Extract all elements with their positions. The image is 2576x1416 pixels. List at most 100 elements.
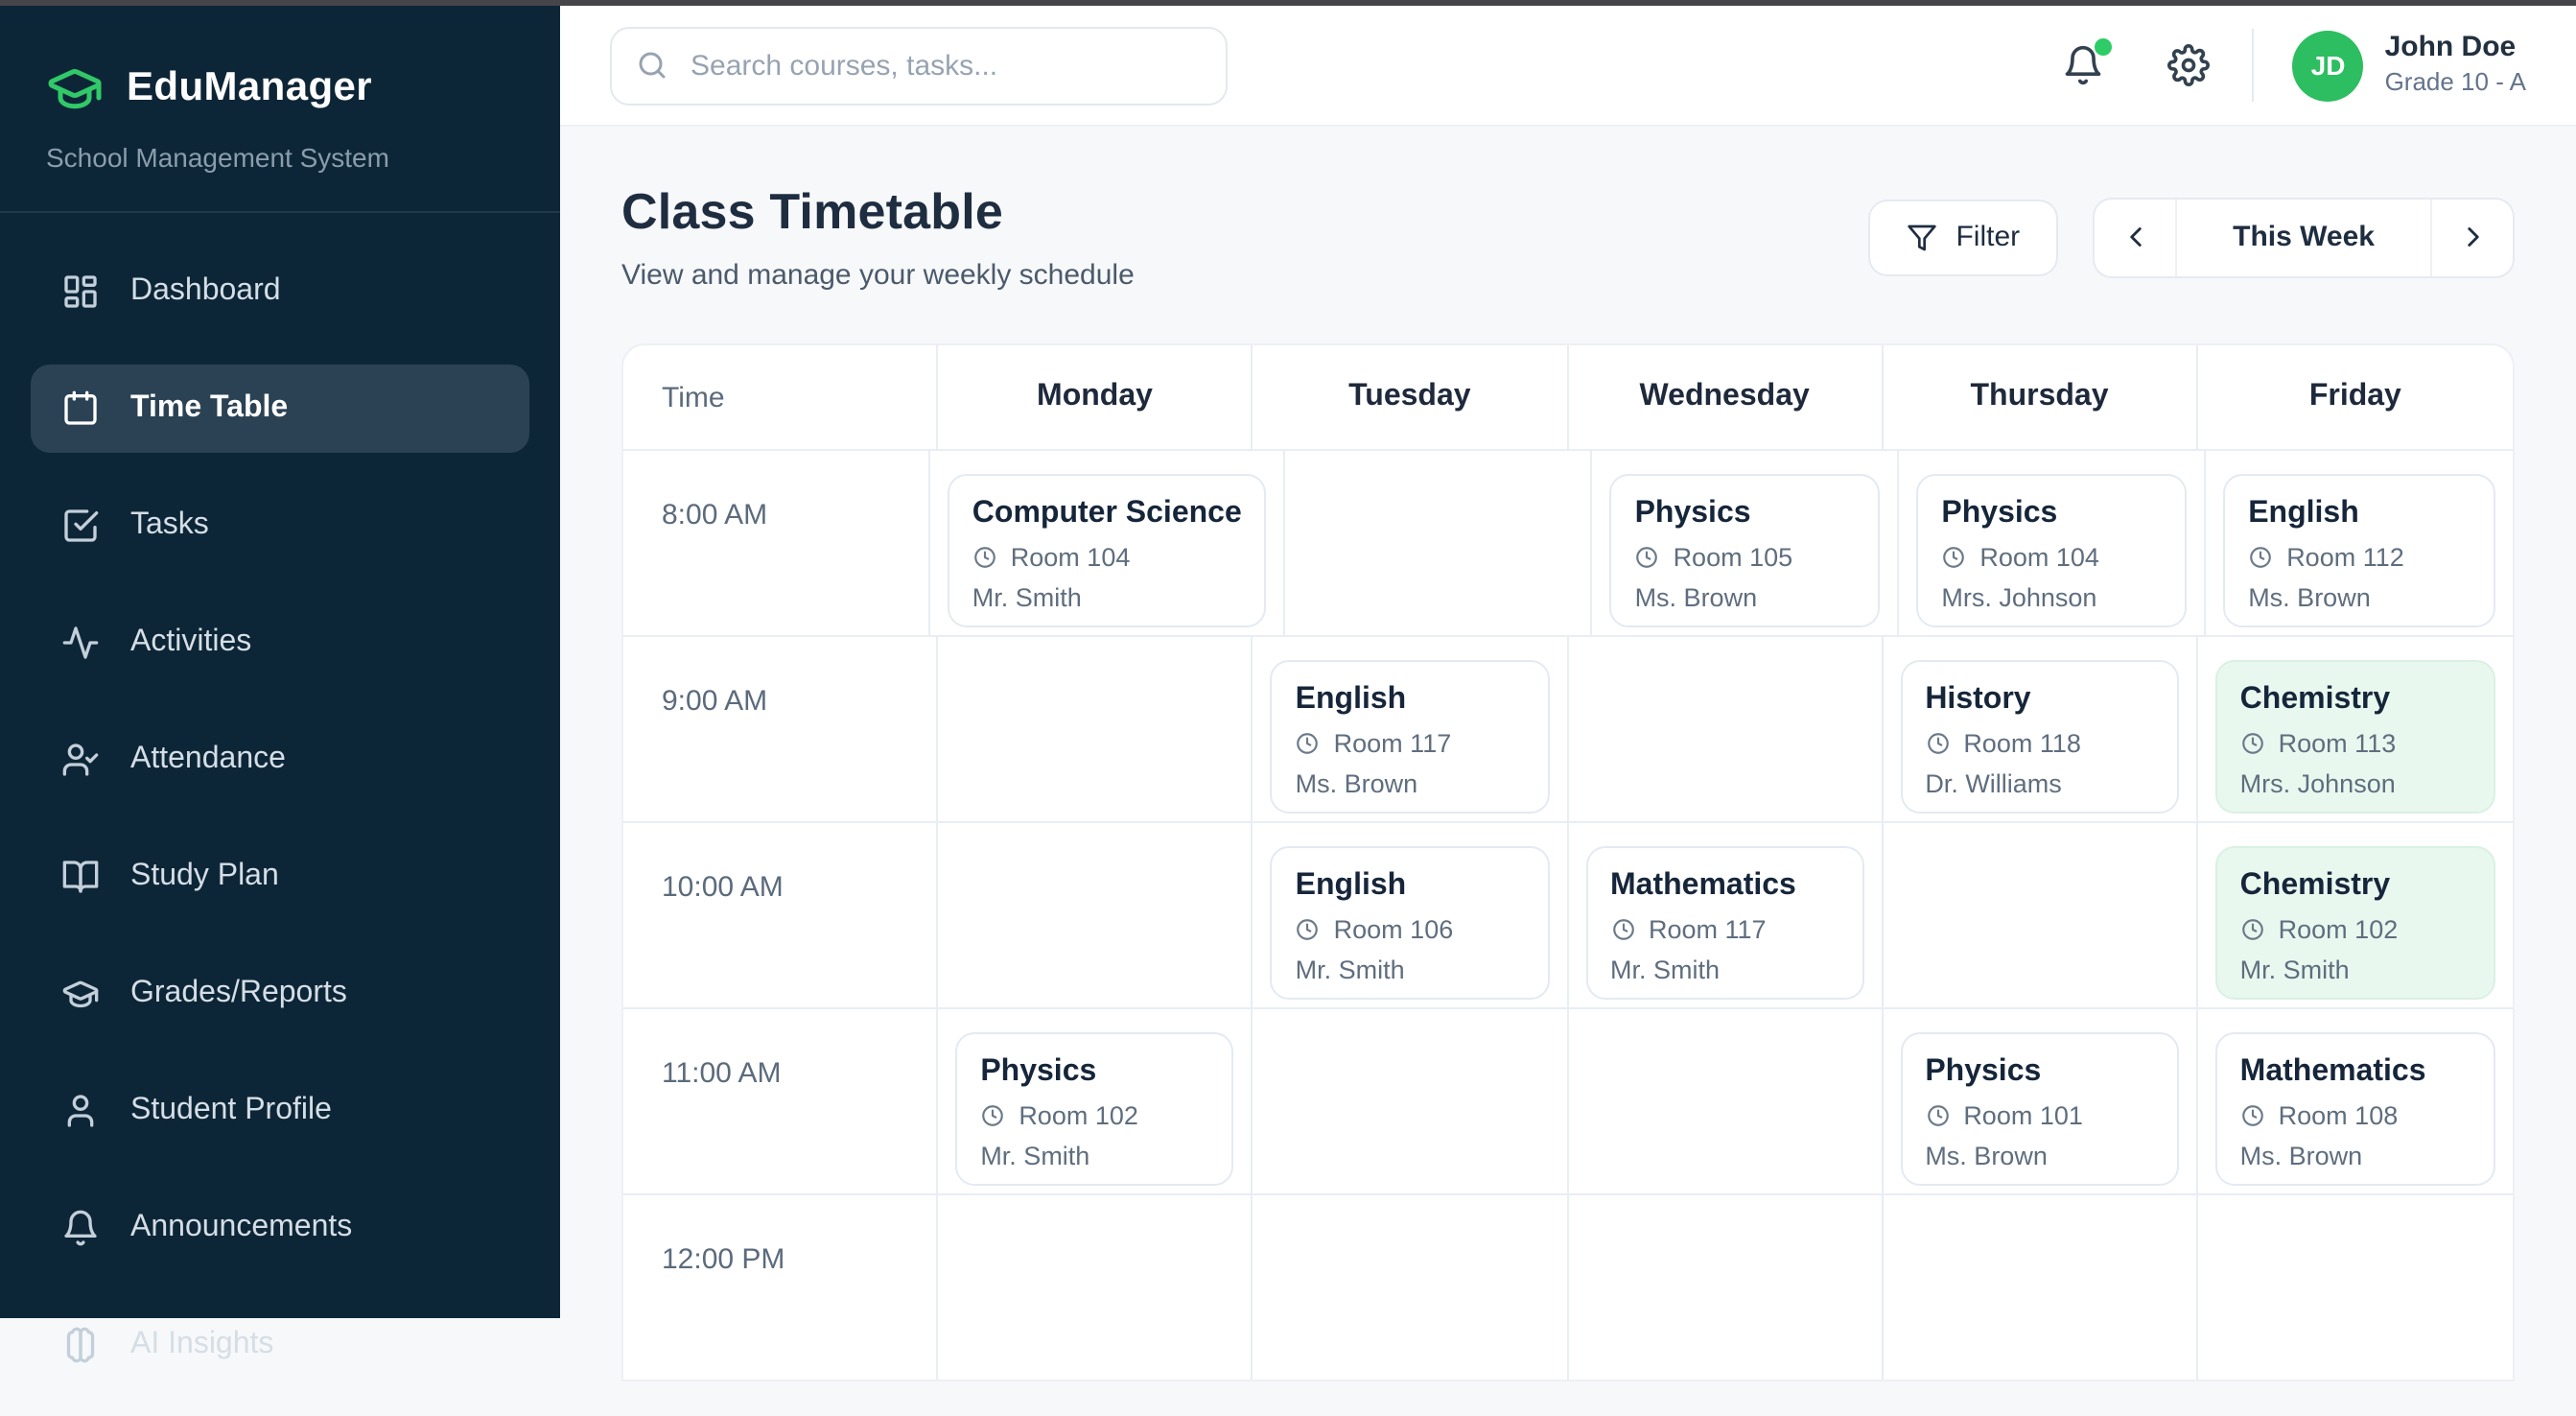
- timetable-cell: [1883, 821, 2198, 1007]
- class-card-physics[interactable]: Physics Room 104 Mrs. Johnson: [1916, 474, 2188, 627]
- class-card-physics[interactable]: Physics Room 102 Mr. Smith: [955, 1032, 1234, 1186]
- user-name: John Doe: [2384, 31, 2517, 64]
- class-room: Room 102: [2240, 913, 2471, 946]
- class-room: Room 117: [1610, 913, 1838, 946]
- sidebar-item-activities[interactable]: Activities: [31, 599, 529, 687]
- class-subject: English: [1295, 869, 1407, 902]
- time-label: 11:00 AM: [623, 1007, 939, 1193]
- class-room: Room 101: [1925, 1099, 2153, 1132]
- clock-icon: [1296, 917, 1321, 942]
- week-selector: This Week: [2093, 197, 2515, 277]
- clock-icon: [980, 1103, 1005, 1128]
- class-room: Room 118: [1925, 727, 2153, 760]
- calendar-icon: [61, 389, 100, 428]
- timetable-cell: Physics Room 101 Ms. Brown: [1883, 1007, 2198, 1193]
- filter-button[interactable]: Filter: [1867, 199, 2059, 275]
- sidebar-item-time-table[interactable]: Time Table: [31, 365, 529, 453]
- notification-dot: [2095, 38, 2113, 56]
- clock-icon: [1925, 1103, 1950, 1128]
- user-icon: [61, 1092, 100, 1130]
- column-header-friday: Friday: [2308, 380, 2401, 413]
- sidebar-item-label: Student Profile: [130, 1094, 332, 1126]
- activity-icon: [61, 624, 100, 662]
- timetable-cell: [1883, 1193, 2198, 1380]
- clock-icon: [972, 545, 997, 570]
- timetable-cell: Chemistry Room 102 Mr. Smith: [2197, 821, 2513, 1007]
- sidebar-item-dashboard[interactable]: Dashboard: [31, 248, 529, 336]
- class-card-english[interactable]: English Room 106 Mr. Smith: [1270, 846, 1549, 1000]
- search-input[interactable]: [610, 26, 1228, 105]
- class-card-history[interactable]: History Room 118 Dr. Williams: [1900, 660, 2179, 814]
- timetable-cell: Mathematics Room 108 Ms. Brown: [2197, 1007, 2513, 1193]
- class-teacher: Mr. Smith: [972, 583, 1082, 612]
- timetable-cell: History Room 118 Dr. Williams: [1883, 635, 2198, 821]
- sidebar-item-tasks[interactable]: Tasks: [31, 482, 529, 570]
- timetable-cell: [1568, 635, 1884, 821]
- clock-icon: [2240, 731, 2265, 756]
- clock-icon: [2240, 1103, 2265, 1128]
- class-subject: Computer Science: [972, 497, 1242, 530]
- class-teacher: Ms. Brown: [1634, 583, 1758, 612]
- chevron-left-icon: [2119, 221, 2151, 253]
- gear-icon: [2167, 44, 2211, 86]
- class-card-chemistry[interactable]: Chemistry Room 102 Mr. Smith: [2214, 846, 2495, 1000]
- class-teacher: Mr. Smith: [1610, 956, 1721, 984]
- sidebar-item-label: Activities: [130, 625, 252, 658]
- class-card-physics[interactable]: Physics Room 101 Ms. Brown: [1900, 1032, 2179, 1186]
- sidebar-item-announcements[interactable]: Announcements: [31, 1184, 529, 1272]
- bell-icon: [61, 1209, 100, 1247]
- class-teacher: Mrs. Johnson: [2239, 769, 2396, 798]
- class-card-physics[interactable]: Physics Room 105 Ms. Brown: [1609, 474, 1881, 627]
- filter-label: Filter: [1955, 221, 2021, 253]
- clock-icon: [1610, 917, 1635, 942]
- timetable-row: 11:00 AM Physics Room 102 Mr. Smith Physics R…: [623, 1007, 2513, 1193]
- class-subject: Chemistry: [2239, 869, 2391, 902]
- user-menu[interactable]: JD John Doe Grade 10 - A: [2292, 30, 2526, 101]
- column-header-wednesday: Wednesday: [1568, 345, 1884, 449]
- class-teacher: Mr. Smith: [2239, 956, 2350, 984]
- time-label: 12:00 PM: [623, 1193, 939, 1380]
- class-room: Room 117: [1296, 727, 1524, 760]
- class-card-mathematics[interactable]: Mathematics Room 108 Ms. Brown: [2214, 1032, 2495, 1186]
- brain-icon: [61, 1326, 100, 1364]
- sidebar-item-attendance[interactable]: Attendance: [31, 716, 529, 804]
- sidebar-item-label: Time Table: [130, 391, 289, 424]
- timetable-cell: [938, 1193, 1253, 1380]
- graduation-cap-icon: [61, 975, 100, 1013]
- class-subject: Physics: [1925, 1055, 2042, 1088]
- filter-icon: [1906, 222, 1936, 252]
- user-check-icon: [61, 741, 100, 779]
- graduation-cap-icon: [46, 59, 104, 117]
- class-teacher: Ms. Brown: [2239, 1142, 2363, 1170]
- sidebar-item-grades-reports[interactable]: Grades/Reports: [31, 950, 529, 1038]
- class-card-english[interactable]: English Room 117 Ms. Brown: [1270, 660, 1549, 814]
- column-header-monday: Monday: [938, 345, 1253, 449]
- class-card-english[interactable]: English Room 112 Ms. Brown: [2223, 474, 2495, 627]
- timetable-row: 8:00 AM Computer Science Room 104 Mr. Smith…: [623, 449, 2513, 635]
- class-teacher: Dr. Williams: [1925, 769, 2062, 798]
- brand-subtitle: School Management System: [46, 142, 389, 173]
- dashboard-icon: [61, 272, 100, 311]
- timetable: Time Monday Tuesday Wednesday Thursday Friday…: [621, 343, 2515, 1381]
- sidebar-item-student-profile[interactable]: Student Profile: [31, 1067, 529, 1155]
- class-subject: Chemistry: [2239, 683, 2391, 716]
- class-subject: Physics: [980, 1055, 1097, 1088]
- sidebar-item-study-plan[interactable]: Study Plan: [31, 833, 529, 921]
- timetable-header-row: Time Monday Tuesday Wednesday Thursday Friday: [623, 345, 2513, 449]
- class-subject: Physics: [1634, 497, 1751, 530]
- topbar: JD John Doe Grade 10 - A: [560, 6, 2576, 127]
- previous-week-button[interactable]: [2095, 199, 2175, 275]
- class-room: Room 113: [2240, 727, 2471, 760]
- timetable-cell: Physics Room 105 Ms. Brown: [1592, 449, 1900, 635]
- column-header-time: Time: [623, 345, 939, 449]
- notifications-button[interactable]: [2063, 38, 2113, 86]
- next-week-button[interactable]: [2432, 199, 2513, 275]
- settings-button[interactable]: [2167, 44, 2211, 86]
- avatar: JD: [2292, 30, 2364, 101]
- clock-icon: [2240, 917, 2265, 942]
- class-card-chemistry[interactable]: Chemistry Room 113 Mrs. Johnson: [2214, 660, 2495, 814]
- sidebar-item-ai-insights[interactable]: AI Insights: [31, 1301, 529, 1389]
- class-card-mathematics[interactable]: Mathematics Room 117 Mr. Smith: [1585, 846, 1864, 1000]
- sidebar-item-label: Announcements: [130, 1211, 353, 1243]
- class-card-computer-science[interactable]: Computer Science Room 104 Mr. Smith: [947, 474, 1267, 627]
